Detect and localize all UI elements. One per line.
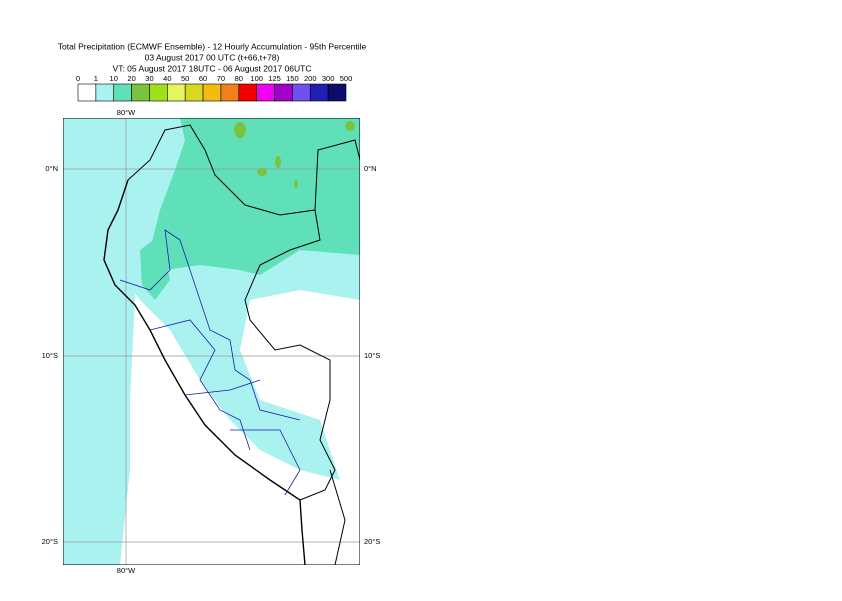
legend-label: 125 (268, 74, 281, 83)
legend-label: 50 (181, 74, 189, 83)
lon-label: 80°W (117, 566, 136, 575)
lat-label: 10°S (364, 351, 380, 360)
valid-time: VT: 05 August 2017 18UTC - 06 August 201… (113, 63, 312, 73)
legend-label: 500 (340, 74, 353, 83)
legend-label: 0 (76, 74, 80, 83)
legend-label: 80 (235, 74, 243, 83)
region-borders (119, 229, 301, 496)
legend-label: 1 (94, 74, 98, 83)
country-border (127, 124, 336, 501)
legend-swatch (149, 83, 168, 102)
precip-ocean (63, 118, 130, 565)
precip-heavy (234, 121, 355, 188)
lat-labels: 0°N 0°N 10°S 10°S 20°S 20°S (42, 164, 381, 546)
legend-swatch (327, 83, 347, 102)
legend: 0 1 10 20 30 40 50 60 70 80 100 125 150 200 300 500 (76, 74, 353, 102)
map (63, 118, 360, 565)
legend-swatch (167, 83, 186, 102)
legend-swatch (238, 83, 257, 102)
legend-swatch (184, 83, 204, 102)
legend-label: 150 (286, 74, 299, 83)
run-time: 03 August 2017 00 UTC (t+66,t+78) (145, 52, 280, 62)
legend-swatch (292, 83, 311, 102)
precip-moderate (150, 118, 360, 275)
legend-swatch (256, 83, 275, 102)
legend-swatch (274, 83, 293, 102)
legend-label: 70 (217, 74, 225, 83)
lat-label: 0°N (45, 164, 58, 173)
lat-label: 10°S (42, 351, 58, 360)
lat-label: 20°S (42, 537, 58, 546)
legend-label: 20 (127, 74, 135, 83)
country-border (314, 139, 360, 565)
lat-label: 0°N (364, 164, 377, 173)
legend-swatch (77, 83, 97, 102)
legend-label: 10 (110, 74, 118, 83)
legend-label: 40 (163, 74, 171, 83)
legend-swatch (131, 83, 150, 102)
legend-label: 200 (304, 74, 317, 83)
title: Total Precipitation (ECMWF Ensemble) - 1… (58, 41, 367, 51)
legend-label: 300 (322, 74, 335, 83)
legend-swatch (113, 83, 132, 102)
precip-moderate (140, 235, 170, 300)
legend-swatch (309, 83, 329, 102)
legend-label: 30 (145, 74, 153, 83)
graticule (63, 118, 360, 565)
legend-swatch (220, 83, 240, 102)
legend-swatch (202, 83, 222, 102)
lon-label: 80°W (117, 108, 136, 117)
legend-swatch (95, 83, 115, 102)
legend-label: 60 (199, 74, 207, 83)
coastline (103, 179, 306, 565)
lat-label: 20°S (364, 537, 380, 546)
legend-label: 100 (250, 74, 263, 83)
